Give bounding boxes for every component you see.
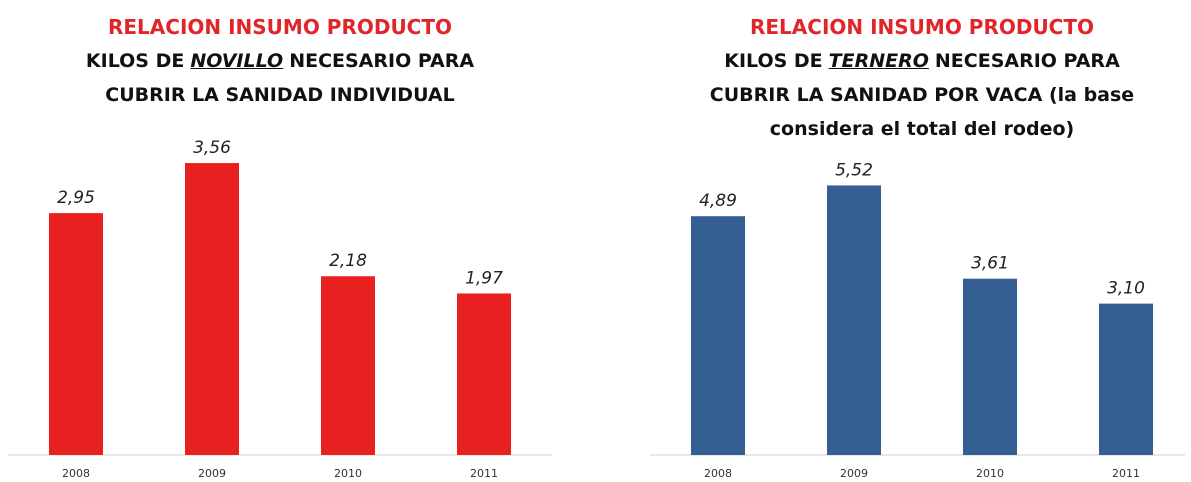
bar <box>691 216 745 455</box>
bar <box>321 276 375 455</box>
bar <box>963 278 1017 455</box>
value-label: 2,18 <box>329 251 367 271</box>
subtitle-line: considera el total del rodeo) <box>769 118 1075 140</box>
subtitle-line: KILOS DE NOVILLO NECESARIO PARA <box>30 44 530 78</box>
value-label: 3,56 <box>193 138 231 158</box>
x-tick-label: 2011 <box>1112 467 1140 480</box>
x-tick-label: 2011 <box>470 467 498 480</box>
value-label: 2,95 <box>57 188 95 208</box>
x-tick-label: 2009 <box>198 467 226 480</box>
bar <box>49 213 103 455</box>
bar <box>1099 303 1153 455</box>
x-tick-label: 2010 <box>976 467 1004 480</box>
subtitle-highlight: TERNERO <box>828 50 929 72</box>
subtitle-line: CUBRIR LA SANIDAD INDIVIDUAL <box>105 84 455 106</box>
subtitle-end: NECESARIO PARA <box>289 50 475 72</box>
subtitle-highlight: NOVILLO <box>190 50 284 72</box>
chart-header: RELACION INSUMO PRODUCTO KILOS DE NOVILLO… <box>30 10 530 112</box>
subtitle-start: KILOS DE <box>724 50 823 72</box>
value-label: 1,97 <box>465 268 503 288</box>
x-tick-label: 2009 <box>840 467 868 480</box>
subtitle-line: KILOS DE TERNERO NECESARIO PARA <box>662 44 1182 78</box>
chart-header: RELACION INSUMO PRODUCTO KILOS DE TERNERO… <box>662 10 1182 146</box>
value-label: 5,52 <box>835 160 873 180</box>
bar <box>185 163 239 455</box>
value-label: 3,61 <box>971 254 1009 274</box>
bar <box>827 185 881 455</box>
subtitle-start: KILOS DE <box>85 50 185 72</box>
subtitle-line: CUBRIR LA SANIDAD POR VACA (la base <box>709 84 1135 106</box>
bar <box>457 293 511 455</box>
x-tick-label: 2008 <box>704 467 732 480</box>
value-label: 4,89 <box>699 191 737 211</box>
x-tick-label: 2008 <box>62 467 90 480</box>
chart-title: RELACION INSUMO PRODUCTO <box>107 15 453 39</box>
x-tick-label: 2010 <box>334 467 362 480</box>
chart-title: RELACION INSUMO PRODUCTO <box>749 15 1095 39</box>
value-label: 3,10 <box>1107 279 1145 299</box>
subtitle-end: NECESARIO PARA <box>934 50 1120 72</box>
